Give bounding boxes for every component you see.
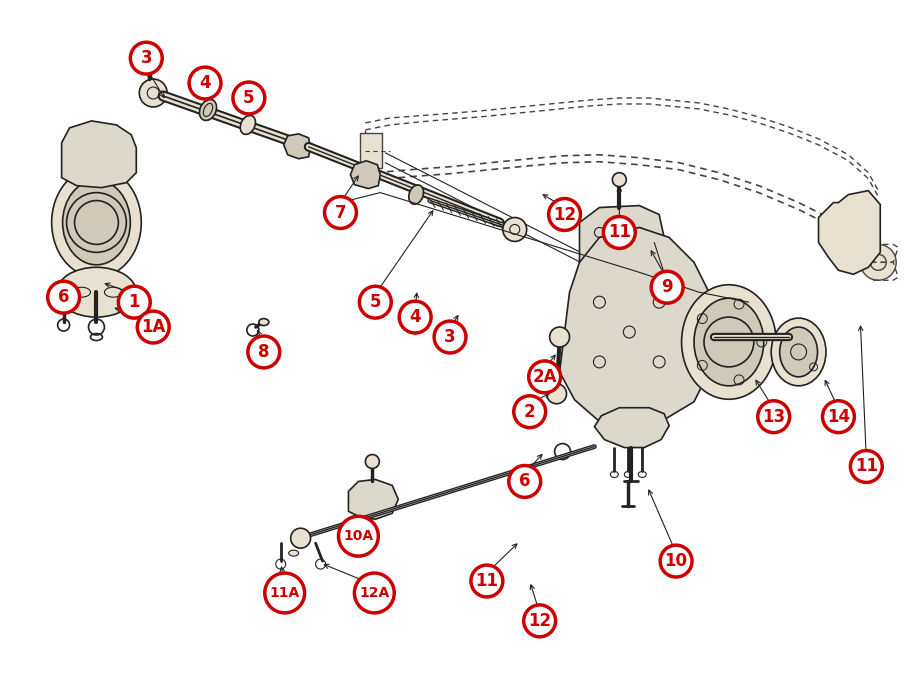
Text: 13: 13 [763,408,785,426]
Circle shape [434,321,466,353]
Text: 4: 4 [200,74,210,92]
Ellipse shape [52,168,141,278]
Text: 8: 8 [258,343,270,361]
Circle shape [324,196,356,228]
Polygon shape [62,121,137,188]
Polygon shape [559,228,714,426]
Circle shape [471,565,503,597]
Circle shape [758,401,790,432]
Circle shape [514,396,546,428]
Polygon shape [818,190,880,274]
Text: 5: 5 [370,293,381,311]
Polygon shape [283,134,311,159]
Text: 1: 1 [128,293,140,311]
Text: 11: 11 [855,458,878,475]
Text: 7: 7 [334,203,346,222]
Text: 3: 3 [445,328,456,346]
Circle shape [248,336,280,368]
Circle shape [651,271,683,303]
Text: 1A: 1A [141,318,166,336]
Circle shape [508,466,540,497]
Text: 2: 2 [524,402,536,421]
FancyBboxPatch shape [361,133,383,168]
Text: 11A: 11A [270,586,300,600]
Circle shape [860,244,896,280]
Circle shape [139,79,168,107]
Circle shape [503,218,527,241]
Text: 12: 12 [528,612,551,630]
Circle shape [354,573,394,613]
Circle shape [339,516,378,556]
Text: 12A: 12A [359,586,390,600]
Text: 10A: 10A [343,529,374,543]
Ellipse shape [200,100,217,121]
Circle shape [603,216,635,248]
Text: 6: 6 [519,473,530,490]
Text: 11: 11 [608,224,630,241]
Text: 3: 3 [140,49,152,67]
Circle shape [399,301,431,333]
Ellipse shape [241,115,255,134]
Circle shape [47,281,79,313]
Circle shape [524,605,556,637]
Circle shape [612,173,626,187]
Ellipse shape [56,267,137,317]
Circle shape [528,361,560,393]
Circle shape [549,327,569,347]
Circle shape [365,454,379,469]
Text: 5: 5 [243,89,254,107]
Text: 11: 11 [476,572,498,590]
Text: 4: 4 [409,308,421,326]
Circle shape [660,545,692,577]
Circle shape [823,401,855,432]
Ellipse shape [780,327,817,377]
Circle shape [138,311,169,343]
Text: 2A: 2A [532,368,557,386]
Text: 10: 10 [665,552,688,570]
Ellipse shape [681,284,776,399]
Circle shape [118,286,150,318]
Ellipse shape [694,298,763,386]
Circle shape [189,67,221,99]
Circle shape [142,43,156,57]
Circle shape [291,529,311,548]
Circle shape [547,384,567,404]
Circle shape [233,82,265,114]
Text: 14: 14 [827,408,850,426]
Polygon shape [348,479,398,519]
Polygon shape [579,205,664,274]
Text: 6: 6 [58,288,69,306]
Circle shape [548,198,580,231]
Polygon shape [351,161,380,189]
Circle shape [130,42,162,74]
Ellipse shape [63,180,130,265]
Ellipse shape [289,550,299,556]
Circle shape [265,573,304,613]
Ellipse shape [259,318,269,325]
Ellipse shape [772,318,826,386]
Text: 9: 9 [661,278,673,296]
Polygon shape [595,408,669,447]
Circle shape [850,451,882,482]
Ellipse shape [409,185,424,204]
Circle shape [360,286,391,318]
Text: 12: 12 [553,205,576,224]
